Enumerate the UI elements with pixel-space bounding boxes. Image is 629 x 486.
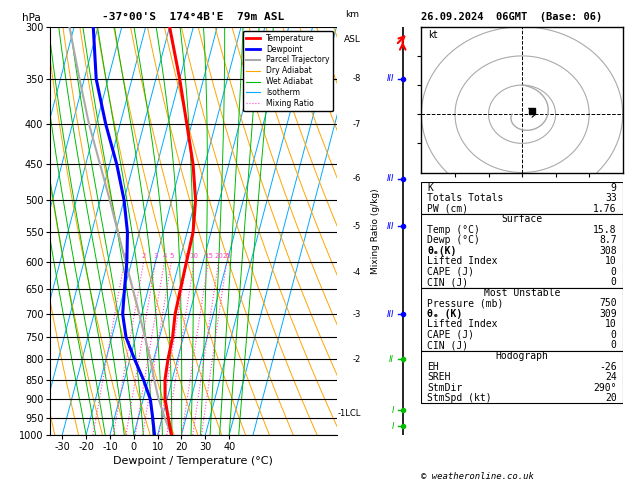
Text: StmDir: StmDir xyxy=(428,382,463,393)
Text: Pressure (mb): Pressure (mb) xyxy=(428,298,504,308)
Text: -2: -2 xyxy=(353,355,361,364)
Text: ASL: ASL xyxy=(344,35,360,44)
Text: Lifted Index: Lifted Index xyxy=(428,319,498,330)
Text: -5: -5 xyxy=(353,222,361,230)
Text: 33: 33 xyxy=(605,193,616,203)
Text: -4: -4 xyxy=(353,268,361,278)
Text: 5: 5 xyxy=(169,254,174,260)
Bar xyxy=(421,351,623,403)
Text: 20: 20 xyxy=(214,254,223,260)
Text: © weatheronline.co.uk: © weatheronline.co.uk xyxy=(421,472,534,481)
Text: CIN (J): CIN (J) xyxy=(428,278,469,287)
Text: I: I xyxy=(392,422,394,431)
Text: Totals Totals: Totals Totals xyxy=(428,193,504,203)
Text: hPa: hPa xyxy=(21,13,40,23)
Text: Hodograph: Hodograph xyxy=(496,351,548,361)
Text: 15.8: 15.8 xyxy=(593,225,616,235)
Bar xyxy=(421,214,623,288)
Text: 20: 20 xyxy=(605,393,616,403)
Text: 290°: 290° xyxy=(593,382,616,393)
Text: -3: -3 xyxy=(353,310,361,318)
Text: 0: 0 xyxy=(611,341,616,350)
Text: 0: 0 xyxy=(611,330,616,340)
Text: -37°00'S  174°4B'E  79m ASL: -37°00'S 174°4B'E 79m ASL xyxy=(103,12,284,22)
Text: -7: -7 xyxy=(353,120,361,129)
Text: CAPE (J): CAPE (J) xyxy=(428,330,474,340)
X-axis label: Dewpoint / Temperature (°C): Dewpoint / Temperature (°C) xyxy=(113,456,274,466)
Text: II: II xyxy=(389,355,394,364)
Text: Lifted Index: Lifted Index xyxy=(428,256,498,266)
Text: 8.7: 8.7 xyxy=(599,235,616,245)
Text: θₑ(K): θₑ(K) xyxy=(428,246,457,256)
Text: 25: 25 xyxy=(222,254,231,260)
Text: 10: 10 xyxy=(605,256,616,266)
Text: Mixing Ratio (g/kg): Mixing Ratio (g/kg) xyxy=(371,188,381,274)
Text: 0: 0 xyxy=(611,278,616,287)
Text: SREH: SREH xyxy=(428,372,451,382)
Text: 0: 0 xyxy=(611,267,616,277)
Legend: Temperature, Dewpoint, Parcel Trajectory, Dry Adiabat, Wet Adiabat, Isotherm, Mi: Temperature, Dewpoint, Parcel Trajectory… xyxy=(243,31,333,111)
Text: -8: -8 xyxy=(353,74,361,84)
Text: Most Unstable: Most Unstable xyxy=(484,288,560,298)
Text: 15: 15 xyxy=(204,254,213,260)
Text: 2: 2 xyxy=(142,254,146,260)
Text: CAPE (J): CAPE (J) xyxy=(428,267,474,277)
Text: -6: -6 xyxy=(353,174,361,183)
Text: Temp (°C): Temp (°C) xyxy=(428,225,481,235)
Text: km: km xyxy=(345,10,359,18)
Text: -26: -26 xyxy=(599,362,616,371)
Text: I: I xyxy=(392,406,394,415)
Text: 750: 750 xyxy=(599,298,616,308)
Text: Dewp (°C): Dewp (°C) xyxy=(428,235,481,245)
Text: III: III xyxy=(387,74,394,84)
Text: θₑ (K): θₑ (K) xyxy=(428,309,463,319)
Text: PW (cm): PW (cm) xyxy=(428,204,469,213)
Text: 3: 3 xyxy=(153,254,158,260)
Text: 26.09.2024  06GMT  (Base: 06): 26.09.2024 06GMT (Base: 06) xyxy=(421,12,603,22)
Text: EH: EH xyxy=(428,362,439,371)
Text: CIN (J): CIN (J) xyxy=(428,341,469,350)
Text: 4: 4 xyxy=(162,254,167,260)
Text: III: III xyxy=(387,310,394,318)
Bar xyxy=(421,288,623,351)
Text: -1LCL: -1LCL xyxy=(338,410,361,418)
Text: 10: 10 xyxy=(190,254,199,260)
Text: 1: 1 xyxy=(122,254,126,260)
Text: kt: kt xyxy=(428,31,438,40)
Text: III: III xyxy=(387,222,394,230)
Text: Surface: Surface xyxy=(501,214,543,224)
Text: 8: 8 xyxy=(184,254,189,260)
Text: 1.76: 1.76 xyxy=(593,204,616,213)
Text: StmSpd (kt): StmSpd (kt) xyxy=(428,393,492,403)
Text: 309: 309 xyxy=(599,309,616,319)
Text: 9: 9 xyxy=(611,183,616,192)
Text: 10: 10 xyxy=(605,319,616,330)
Text: 24: 24 xyxy=(605,372,616,382)
Text: 308: 308 xyxy=(599,246,616,256)
Bar xyxy=(421,182,623,214)
Text: III: III xyxy=(387,174,394,183)
Text: K: K xyxy=(428,183,433,192)
